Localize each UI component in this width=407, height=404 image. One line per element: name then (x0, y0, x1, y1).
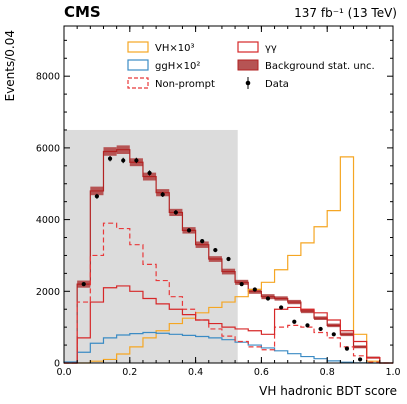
x-tick-label: 0.6 (254, 367, 269, 378)
experiment-label: CMS (64, 3, 101, 21)
legend-band-swatch (237, 59, 259, 71)
data-point (318, 326, 323, 332)
data-point (94, 194, 99, 199)
legend-label-: γγ (265, 43, 277, 54)
y-tick-label: 8000 (36, 72, 60, 83)
data-point (200, 239, 205, 244)
legend-swatch-vh-10 (127, 41, 149, 53)
legend-label-ggh-10: ggH×10² (155, 61, 200, 72)
data-point (147, 170, 152, 176)
legend-label-data: Data (265, 79, 289, 90)
x-tick-label: 0.2 (122, 367, 137, 378)
data-point (279, 305, 284, 310)
data-point (121, 158, 126, 163)
data-point (292, 319, 297, 324)
series--line (64, 285, 393, 364)
data-point (344, 346, 350, 351)
data-point (226, 256, 231, 262)
data-point (252, 287, 257, 292)
y-tick-label: 0 (54, 359, 60, 370)
legend-swatch-ggh-10 (127, 59, 149, 71)
y-tick-label: 4000 (36, 215, 60, 226)
data-point (173, 210, 178, 215)
legend: VH×10³ ggH×10² Non-prompt γγ Background stat… (127, 41, 375, 90)
data-point (134, 158, 139, 163)
series-vh-10-line (64, 156, 393, 364)
data-point (265, 296, 271, 301)
background-total-line (64, 149, 393, 364)
data-point (107, 156, 113, 161)
legend-data-marker (245, 80, 251, 86)
data-point (81, 282, 86, 287)
x-axis-label: VH hadronic BDT score (259, 384, 397, 398)
legend-label-vh-10: VH×10³ (155, 43, 194, 54)
plot-frame (63, 25, 394, 364)
data-point (305, 323, 310, 328)
data-point (160, 192, 165, 197)
data-point (186, 228, 192, 233)
x-tick-label: 0.4 (188, 367, 203, 378)
data-point (239, 282, 244, 287)
x-tick-label: 1.0 (385, 367, 400, 378)
y-tick-label: 6000 (36, 143, 60, 154)
axes: 0.0 0.2 0.4 0.6 0.8 1.0 0 2000 4000 6000 8000 (36, 25, 401, 378)
x-tick-label: 0.8 (320, 367, 335, 378)
y-axis-label: Events/0.04 (3, 30, 17, 101)
y-tick-label: 2000 (36, 287, 60, 298)
legend-swatch- (237, 41, 259, 53)
legend-swatch-non-prompt (127, 77, 149, 89)
x-tick-label: 0.0 (56, 367, 71, 378)
plot-area (63, 129, 393, 364)
legend-label-non-prompt: Non-prompt (155, 79, 215, 90)
data-point (213, 247, 218, 253)
data-point (358, 357, 363, 362)
data-point (331, 332, 336, 337)
lumi-label: 137 fb⁻¹ (13 TeV) (294, 6, 397, 20)
legend-label-background-stat-unc: Background stat. unc. (265, 61, 375, 72)
series-non-prompt-line (64, 222, 393, 364)
